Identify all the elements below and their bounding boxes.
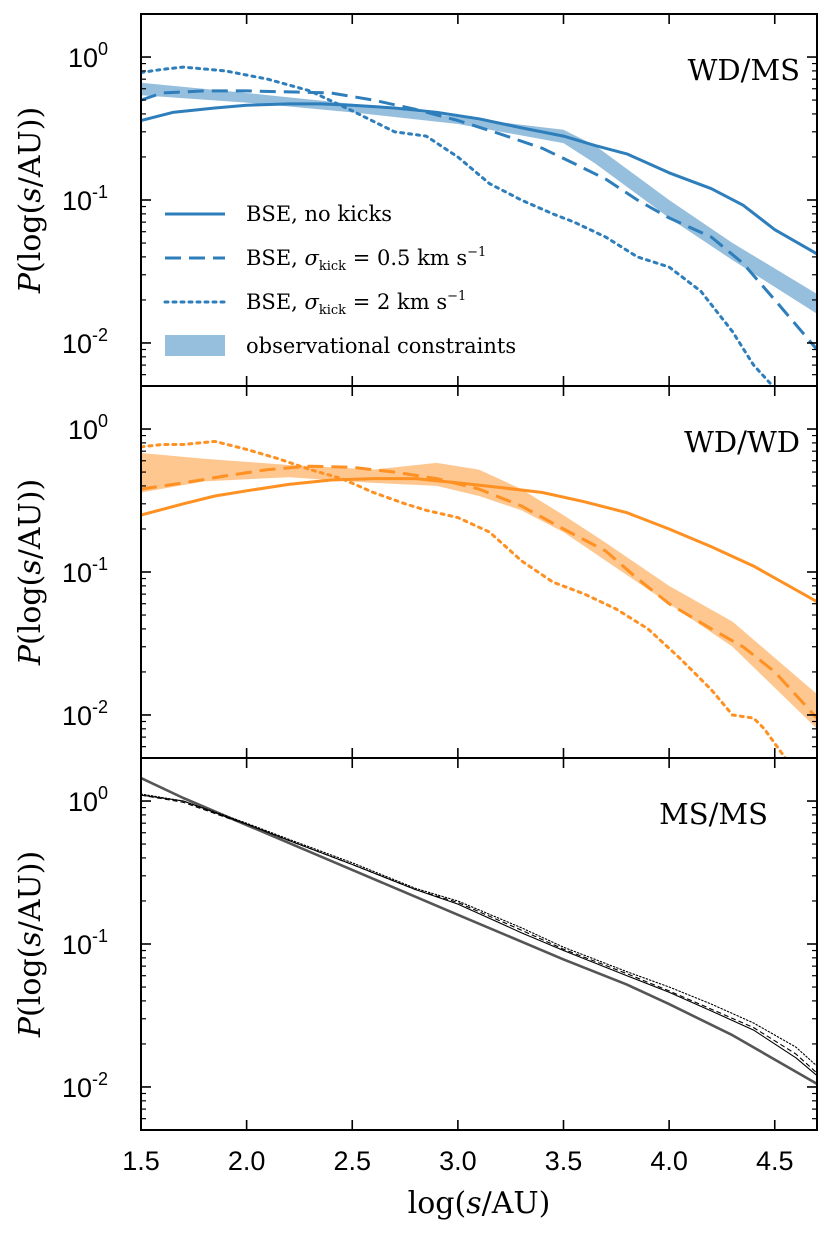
- band-observational-constraints: [141, 453, 817, 729]
- axis-ticks: [140, 13, 817, 1131]
- x-tick-label: 2.0: [228, 1146, 266, 1176]
- series-dotted-line: [141, 439, 787, 758]
- y-tick-label: 100: [68, 39, 108, 73]
- series-dashed-line: [141, 89, 817, 351]
- y-tick-label: 10-1: [62, 182, 108, 216]
- panel-msms-data: [141, 776, 817, 1086]
- legend-label: BSE, σkick = 0.5 km s−1: [246, 245, 486, 274]
- x-tick-label: 3.5: [545, 1146, 583, 1176]
- panel-wdms-data: [141, 65, 817, 386]
- y-tick-label: 10-2: [62, 697, 108, 731]
- legend-band-swatch: [165, 335, 225, 356]
- y-tick-label: 10-1: [62, 926, 108, 960]
- series-solid-line: [141, 102, 817, 256]
- series-thick-line: [141, 776, 817, 1086]
- series-dashed-line: [141, 464, 817, 720]
- panel-label-wdwd: WD/WD: [684, 425, 800, 459]
- x-tick-label: 3.0: [439, 1146, 477, 1176]
- series-dashed-thin-line: [141, 794, 817, 1074]
- series-dotted-thin-line: [141, 793, 817, 1067]
- series-solid-thin-line: [141, 794, 817, 1077]
- y-axis-label: P(log(s/AU)): [13, 851, 48, 1038]
- legend: BSE, no kicks BSE, σkick = 0.5 km s−1 BSE,…: [163, 202, 516, 358]
- panel-label-msms: MS/MS: [659, 797, 768, 831]
- x-tick-label: 4.0: [650, 1146, 688, 1176]
- y-axis-labels: P(log(s/AU)) P(log(s/AU)) P(log(s/AU)): [13, 107, 48, 1038]
- legend-label: BSE, no kicks: [246, 202, 392, 226]
- x-tick-label: 2.5: [333, 1146, 371, 1176]
- y-axis-label: P(log(s/AU)): [13, 479, 48, 666]
- x-tick-label: 1.5: [122, 1146, 160, 1176]
- x-tick-label: 4.5: [756, 1146, 794, 1176]
- x-tick-labels: 1.5 2.0 2.5 3.0 3.5 4.0 4.5: [122, 1146, 793, 1176]
- y-tick-label: 100: [68, 411, 108, 445]
- y-tick-label: 100: [68, 783, 108, 817]
- y-tick-labels: 100 10-1 10-2 100 10-1 10-2 100 10-1 10-2: [62, 39, 108, 1103]
- legend-label: BSE, σkick = 2 km s−1: [246, 289, 466, 318]
- series-dotted-line: [141, 65, 775, 386]
- legend-label: observational constraints: [246, 334, 516, 358]
- y-axis-label: P(log(s/AU)): [13, 107, 48, 294]
- y-tick-label: 10-2: [62, 325, 108, 359]
- panel-label-wdms: WD/MS: [688, 53, 800, 87]
- series-solid-line: [141, 477, 817, 604]
- panel-wdwd-data: [141, 439, 817, 758]
- panel-msms-frame: [140, 757, 818, 1131]
- x-axis-label: log(s/AU): [408, 1186, 551, 1221]
- y-tick-label: 10-2: [62, 1069, 108, 1103]
- y-tick-label: 10-1: [62, 554, 108, 588]
